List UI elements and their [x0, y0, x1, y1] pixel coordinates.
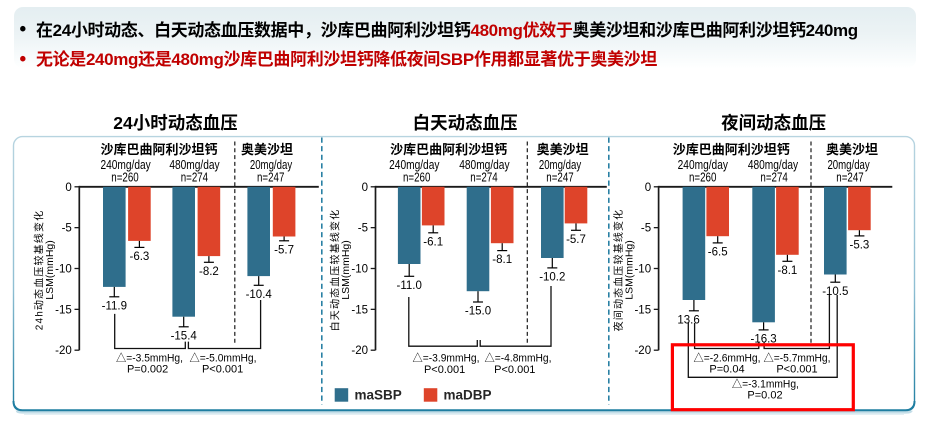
svg-text:20mg/day: 20mg/day — [250, 158, 293, 172]
svg-text:n=247: n=247 — [546, 171, 573, 185]
svg-text:-15: -15 — [634, 304, 651, 316]
svg-text:LSM(mmHg): LSM(mmHg) — [340, 240, 352, 300]
svg-text:-20: -20 — [55, 345, 72, 357]
svg-text:240mg/day: 240mg/day — [678, 158, 729, 172]
svg-text:-5.7: -5.7 — [274, 244, 294, 256]
svg-text:-6.3: -6.3 — [129, 251, 149, 263]
svg-text:夜间动态血压: 夜间动态血压 — [721, 113, 826, 133]
svg-text:P=0.04: P=0.04 — [709, 364, 744, 376]
svg-text:-5: -5 — [62, 223, 72, 235]
svg-text:-8.1: -8.1 — [777, 265, 797, 277]
svg-text:24小时动态血压: 24小时动态血压 — [113, 113, 237, 133]
svg-text:480mg/day: 480mg/day — [169, 158, 220, 172]
svg-text:-20: -20 — [351, 345, 368, 357]
svg-text:-5.7: -5.7 — [566, 234, 586, 246]
svg-text:△=-5.7mmHg,: △=-5.7mmHg, — [764, 352, 831, 365]
svg-text:白天动态血压较基线变化: 白天动态血压较基线变化 — [329, 209, 342, 332]
svg-text:0: 0 — [65, 182, 71, 194]
svg-text:白天动态血压: 白天动态血压 — [413, 113, 518, 133]
svg-text:-10.5: -10.5 — [822, 286, 848, 298]
svg-text:n=274: n=274 — [470, 171, 497, 185]
svg-text:240mg/day: 240mg/day — [100, 158, 151, 172]
svg-text:-20: -20 — [634, 345, 651, 357]
svg-text:沙库巴曲阿利沙坦钙: 沙库巴曲阿利沙坦钙 — [390, 142, 507, 157]
svg-text:P<0.001: P<0.001 — [202, 364, 243, 376]
svg-text:LSM(mmHg): LSM(mmHg) — [44, 240, 56, 300]
svg-text:△=-5.0mmHg,: △=-5.0mmHg, — [190, 352, 257, 365]
svg-text:24h动态血压较基线变化: 24h动态血压较基线变化 — [33, 210, 46, 330]
svg-text:奥美沙坦: 奥美沙坦 — [826, 142, 878, 157]
svg-text:n=247: n=247 — [257, 171, 284, 185]
svg-text:P<0.001: P<0.001 — [494, 364, 535, 376]
svg-text:-11.9: -11.9 — [102, 300, 127, 312]
svg-text:-5: -5 — [358, 223, 368, 235]
svg-text:0: 0 — [362, 182, 368, 194]
svg-text:-15.0: -15.0 — [465, 306, 491, 318]
svg-text:-6.5: -6.5 — [708, 247, 728, 259]
svg-text:沙库巴曲阿利沙坦钙: 沙库巴曲阿利沙坦钙 — [100, 142, 217, 157]
svg-text:240mg/day: 240mg/day — [389, 158, 440, 172]
svg-text:奥美沙坦: 奥美沙坦 — [537, 142, 589, 157]
svg-text:-10: -10 — [634, 264, 651, 276]
svg-text:△=-3.5mmHg,: △=-3.5mmHg, — [116, 352, 183, 365]
svg-text:-10: -10 — [55, 264, 72, 276]
svg-text:△=-3.1mmHg,: △=-3.1mmHg, — [732, 378, 799, 391]
svg-text:-8.1: -8.1 — [492, 254, 512, 266]
svg-text:-5: -5 — [641, 223, 651, 235]
svg-text:-8.2: -8.2 — [199, 266, 219, 278]
svg-text:-11.0: -11.0 — [397, 280, 422, 292]
svg-text:△=-4.8mmHg,: △=-4.8mmHg, — [485, 352, 552, 365]
svg-text:△=-2.6mmHg,: △=-2.6mmHg, — [694, 352, 761, 365]
svg-text:-5.3: -5.3 — [849, 240, 869, 252]
svg-text:20mg/day: 20mg/day — [827, 158, 870, 172]
svg-text:n=274: n=274 — [181, 171, 208, 185]
svg-text:-15: -15 — [55, 304, 72, 316]
svg-text:P=0.02: P=0.02 — [747, 389, 782, 401]
svg-text:LSM(mmHg): LSM(mmHg) — [623, 240, 635, 300]
svg-text:P<0.001: P<0.001 — [776, 364, 817, 376]
svg-text:-10.2: -10.2 — [539, 272, 565, 284]
svg-text:夜间动态血压较基线变化: 夜间动态血压较基线变化 — [612, 209, 625, 332]
svg-text:20mg/day: 20mg/day — [539, 158, 582, 172]
svg-text:△=-3.9mmHg,: △=-3.9mmHg, — [413, 352, 480, 365]
svg-text:-10: -10 — [351, 264, 368, 276]
svg-text:480mg/day: 480mg/day — [459, 158, 510, 172]
svg-text:沙库巴曲阿利沙坦钙: 沙库巴曲阿利沙坦钙 — [673, 142, 790, 157]
svg-text:P=0.002: P=0.002 — [127, 364, 168, 376]
svg-text:-15.4: -15.4 — [171, 330, 198, 342]
svg-text:-6.1: -6.1 — [423, 236, 443, 248]
svg-text:-10.4: -10.4 — [246, 289, 273, 301]
svg-text:0: 0 — [645, 182, 651, 194]
svg-text:480mg/day: 480mg/day — [748, 158, 799, 172]
svg-text:-16.3: -16.3 — [750, 334, 776, 346]
svg-text:P<0.001: P<0.001 — [424, 364, 465, 376]
svg-text:n=260: n=260 — [689, 171, 716, 185]
svg-text:n=247: n=247 — [836, 171, 863, 185]
svg-text:n=260: n=260 — [403, 171, 430, 185]
svg-text:-15: -15 — [351, 304, 368, 316]
svg-text:奥美沙坦: 奥美沙坦 — [241, 142, 293, 157]
svg-text:n=260: n=260 — [111, 171, 138, 185]
svg-text:maSBP: maSBP — [355, 388, 402, 403]
svg-text:maDBP: maDBP — [444, 388, 492, 403]
svg-text:n=274: n=274 — [760, 171, 787, 185]
